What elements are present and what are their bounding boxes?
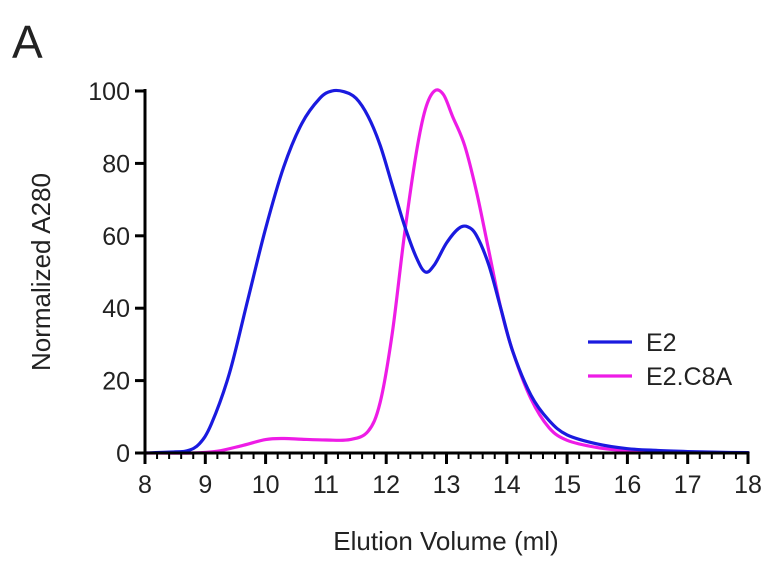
- y-tick-label: 40: [102, 295, 130, 323]
- x-tick-label: 18: [734, 471, 762, 499]
- x-tick-label: 11: [313, 471, 339, 499]
- x-ticks: 8 9 10 11 12 13 14 15 16 17 18: [138, 453, 762, 499]
- legend: E2 E2.C8A: [588, 329, 732, 391]
- series-line-e2-c8a: [143, 88, 750, 455]
- legend-label: E2.C8A: [646, 363, 732, 391]
- x-tick-label: 17: [674, 471, 702, 499]
- x-tick-label: 13: [433, 471, 461, 499]
- y-tick-label: 0: [116, 440, 130, 468]
- plot-area: [143, 88, 750, 455]
- series-line-e2: [143, 88, 750, 455]
- y-tick-label: 20: [102, 368, 130, 396]
- y-ticks: 0 20 40 60 80 100: [88, 78, 145, 468]
- y-tick-label: 80: [102, 150, 130, 178]
- x-tick-label: 9: [198, 471, 212, 499]
- x-tick-label: 12: [372, 471, 400, 499]
- x-axis-title: Elution Volume (ml): [333, 526, 558, 556]
- y-axis-title: Normalized A280: [26, 173, 56, 371]
- y-tick-label: 100: [88, 78, 130, 106]
- y-tick-label: 60: [102, 223, 130, 251]
- x-tick-label: 16: [613, 471, 641, 499]
- x-tick-label: 8: [138, 471, 152, 499]
- panel-label: A: [12, 16, 43, 68]
- x-tick-label: 10: [252, 471, 280, 499]
- legend-label: E2: [646, 329, 677, 357]
- x-tick-label: 15: [553, 471, 581, 499]
- x-tick-label: 14: [493, 471, 521, 499]
